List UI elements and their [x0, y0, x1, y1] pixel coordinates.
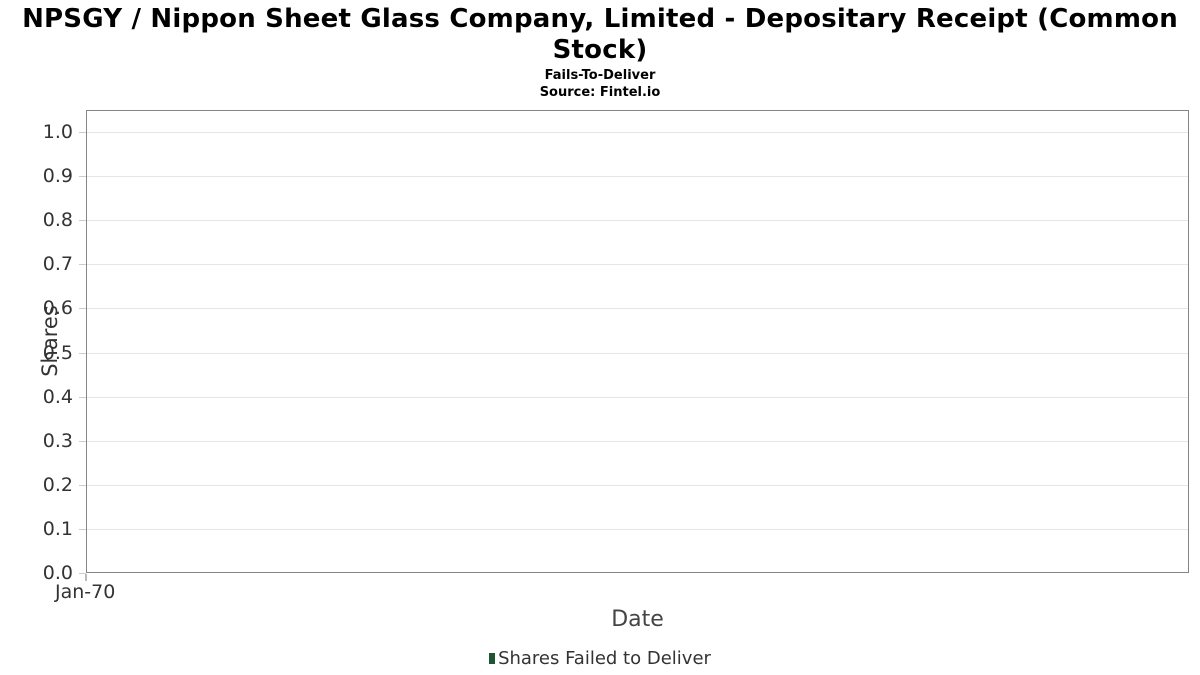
y-axis-tick-label-0.6: 0.6 — [42, 297, 73, 319]
gridline-y-0.5 — [87, 353, 1188, 354]
y-axis-tick-mark-0.4 — [79, 397, 86, 398]
chart-source-credit: Source: Fintel.io — [539, 85, 661, 100]
gridline-y-0.3 — [87, 441, 1188, 442]
gridline-y-0.7 — [87, 264, 1188, 265]
legend-series-label: Shares Failed to Deliver — [498, 648, 711, 669]
gridline-y-0.4 — [87, 397, 1188, 398]
y-axis-tick-mark-0.1 — [79, 529, 86, 530]
legend-item-shares-failed-to-deliver[interactable]: Shares Failed to Deliver — [489, 648, 711, 669]
y-axis-tick-label-0.1: 0.1 — [42, 518, 73, 540]
chart-title-line-2: Stock) — [552, 35, 648, 65]
y-axis-tick-mark-0.3 — [79, 441, 86, 442]
y-axis-tick-mark-0.7 — [79, 264, 86, 265]
y-axis-tick-mark-0.0 — [79, 573, 86, 574]
y-axis-tick-mark-0.6 — [79, 308, 86, 309]
y-axis-tick-label-0.3: 0.3 — [42, 430, 73, 452]
gridline-y-0.6 — [87, 308, 1188, 309]
y-axis-tick-label-1.0: 1.0 — [42, 121, 73, 143]
y-axis-tick-label-0.0: 0.0 — [42, 562, 73, 584]
gridline-y-0.8 — [87, 220, 1188, 221]
y-axis-tick-mark-1.0 — [79, 132, 86, 133]
y-axis-tick-label-0.9: 0.9 — [42, 165, 73, 187]
y-axis-tick-mark-0.2 — [79, 485, 86, 486]
gridline-y-0.1 — [87, 529, 1188, 530]
y-axis-tick-label-0.5: 0.5 — [42, 342, 73, 364]
x-axis-tick-mark — [85, 574, 87, 581]
y-axis-tick-mark-0.9 — [79, 176, 86, 177]
legend: Shares Failed to Deliver — [0, 648, 1200, 669]
chart-title: NPSGY / Nippon Sheet Glass Company, Limi… — [0, 4, 1200, 66]
gridline-y-0.2 — [87, 485, 1188, 486]
y-axis-tick-label-0.7: 0.7 — [42, 253, 73, 275]
legend-series-marker — [489, 653, 496, 664]
y-axis-tick-mark-0.5 — [79, 353, 86, 354]
gridline-y-0.9 — [87, 176, 1188, 177]
y-axis-tick-mark-0.8 — [79, 220, 86, 221]
y-axis-tick-label-0.2: 0.2 — [42, 474, 73, 496]
chart-title-line-1: NPSGY / Nippon Sheet Glass Company, Limi… — [22, 4, 1178, 34]
plot-area — [86, 110, 1189, 573]
x-axis-title: Date — [611, 607, 664, 632]
y-axis-tick-label-0.4: 0.4 — [42, 386, 73, 408]
chart-subtitle: Fails-To-Deliver — [544, 68, 656, 83]
y-axis-tick-label-0.8: 0.8 — [42, 209, 73, 231]
x-axis-tick-label: Jan-70 — [55, 581, 116, 603]
gridline-y-1.0 — [87, 132, 1188, 133]
